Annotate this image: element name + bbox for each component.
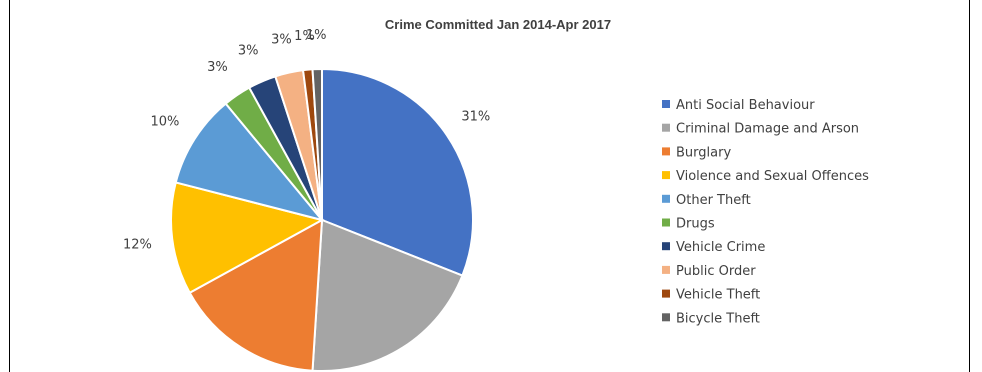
legend-label-other-theft: Other Theft [676, 193, 751, 208]
legend-swatch-criminal-damage-and-arson [662, 123, 670, 132]
pie-slices [170, 67, 474, 372]
legend-label-violence-and-sexual-offences: Violence and Sexual Offences [676, 169, 869, 184]
legend-label-vehicle-theft: Vehicle Theft [676, 288, 760, 303]
legend: Anti Social Behaviour Criminal Damage and… [662, 98, 869, 326]
legend-label-criminal-damage-and-arson: Criminal Damage and Arson [676, 122, 859, 137]
legend-swatch-violence-and-sexual-offences [662, 171, 670, 180]
pie-slice-burglary [188, 218, 324, 372]
legend-swatch-bicycle-theft [662, 313, 670, 322]
pie-slice-violence-and-sexual-offences [170, 181, 325, 295]
pie-labels: 31%20%16%12%10%3%3%3%1%1% [123, 28, 490, 372]
legend-swatch-vehicle-theft [662, 289, 670, 298]
legend-swatch-burglary [662, 147, 670, 156]
legend-swatch-anti-social-behaviour [662, 100, 670, 108]
legend-label-public-order: Public Order [676, 264, 756, 279]
pie-slice-anti-social-behaviour [321, 67, 474, 277]
data-label-anti-social-behaviour: 31% [461, 109, 490, 124]
data-label-other-theft: 10% [151, 114, 180, 129]
legend-label-drugs: Drugs [676, 217, 715, 232]
data-label-public-order: 3% [271, 32, 292, 47]
data-label-vehicle-theft: 1% [294, 29, 315, 44]
pie-slice-other-theft [174, 102, 325, 222]
legend-label-vehicle-crime: Vehicle Crime [676, 240, 765, 255]
data-label-vehicle-crime: 3% [238, 43, 259, 58]
chart-title: Crime Committed Jan 2014-Apr 2017 [385, 17, 611, 32]
legend-swatch-drugs [662, 218, 670, 227]
data-label-bicycle-theft: 1% [306, 28, 327, 43]
legend-swatch-other-theft [662, 194, 670, 203]
legend-label-anti-social-behaviour: Anti Social Behaviour [676, 98, 815, 113]
legend-swatch-vehicle-crime [662, 242, 670, 251]
legend-label-bicycle-theft: Bicycle Theft [676, 311, 760, 326]
pie-slice-bicycle-theft [311, 67, 323, 221]
chart-frame [9, 0, 970, 372]
data-label-violence-and-sexual-offences: 12% [123, 237, 152, 252]
pie-slice-criminal-damage-and-arson [311, 218, 464, 372]
legend-swatch-public-order [662, 265, 670, 274]
legend-label-burglary: Burglary [676, 145, 731, 160]
data-label-drugs: 3% [207, 60, 228, 75]
